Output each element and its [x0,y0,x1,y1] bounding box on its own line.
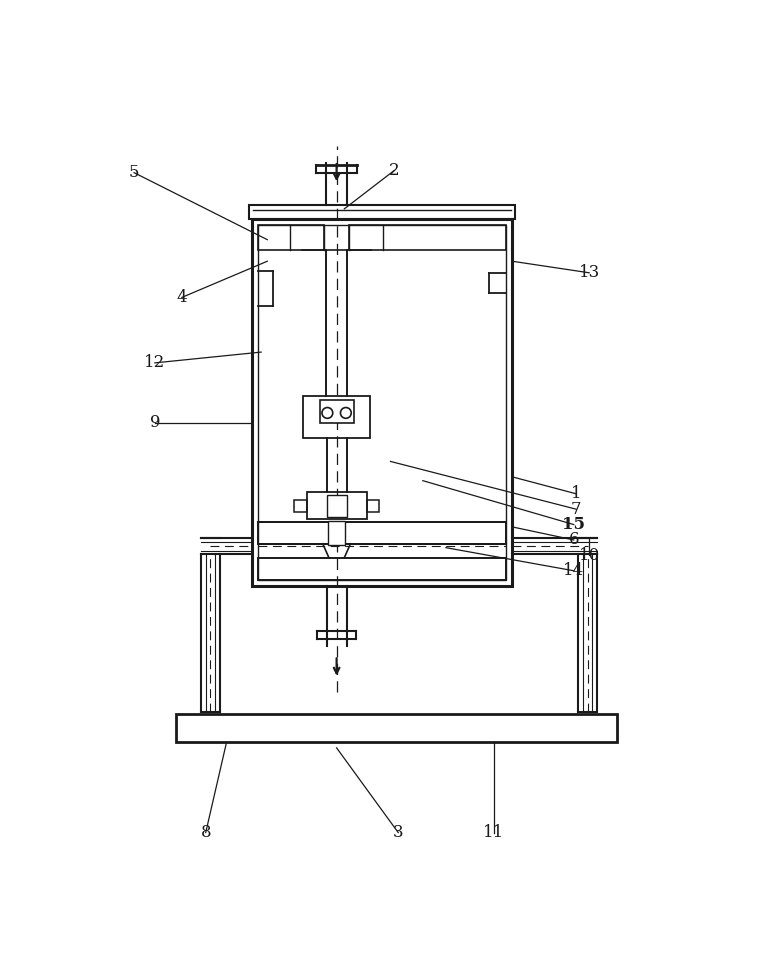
Bar [258,523,506,544]
Text: 10: 10 [579,547,600,564]
Bar [176,714,617,743]
Bar [327,494,346,517]
Bar [320,400,353,423]
Bar [307,492,367,519]
Text: 7: 7 [571,500,581,518]
Text: 13: 13 [579,265,600,281]
Bar [349,225,506,250]
Bar [328,522,345,544]
Text: 14: 14 [563,563,584,579]
Text: 4: 4 [176,289,187,306]
Bar [294,500,307,512]
Text: 11: 11 [483,824,505,841]
Bar [252,219,512,586]
Text: 3: 3 [393,824,403,841]
Text: 9: 9 [150,414,160,432]
Bar [367,500,379,512]
Bar [303,396,370,439]
Bar [249,205,516,219]
Text: 6: 6 [569,531,579,548]
Text: 1: 1 [571,486,581,502]
Text: 8: 8 [200,824,211,841]
Text: 15: 15 [562,516,585,533]
Text: 2: 2 [389,162,399,179]
Bar [258,225,506,580]
Bar [258,559,506,580]
Bar [258,225,324,250]
Text: 5: 5 [129,164,140,181]
Text: 12: 12 [144,355,165,371]
